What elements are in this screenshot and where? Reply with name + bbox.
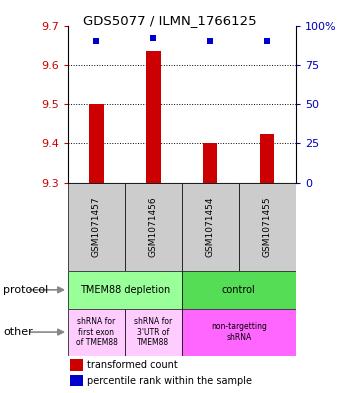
Text: GSM1071456: GSM1071456 [149,196,158,257]
Text: GSM1071454: GSM1071454 [206,197,215,257]
Bar [239,183,296,271]
Text: TMEM88 depletion: TMEM88 depletion [80,285,170,295]
Text: shRNA for
first exon
of TMEM88: shRNA for first exon of TMEM88 [75,317,117,347]
Text: transformed count: transformed count [87,360,178,370]
Text: GDS5077 / ILMN_1766125: GDS5077 / ILMN_1766125 [83,14,257,27]
Text: percentile rank within the sample: percentile rank within the sample [87,376,252,386]
Bar [182,271,296,309]
Text: other: other [3,327,33,337]
Bar [125,183,182,271]
Bar [68,271,182,309]
Bar [260,134,274,183]
Bar [70,375,83,386]
Text: GSM1071455: GSM1071455 [263,196,272,257]
Bar [89,104,104,183]
Bar [70,359,83,371]
Text: non-targetting
shRNA: non-targetting shRNA [211,322,267,342]
Bar [125,309,182,356]
Text: shRNA for
3'UTR of
TMEM88: shRNA for 3'UTR of TMEM88 [134,317,172,347]
Bar [182,309,296,356]
Bar [182,183,239,271]
Bar [203,143,218,183]
Bar [146,51,160,183]
Bar [68,309,125,356]
Text: control: control [222,285,256,295]
Text: GSM1071457: GSM1071457 [92,196,101,257]
Bar [68,183,125,271]
Text: protocol: protocol [3,285,49,295]
